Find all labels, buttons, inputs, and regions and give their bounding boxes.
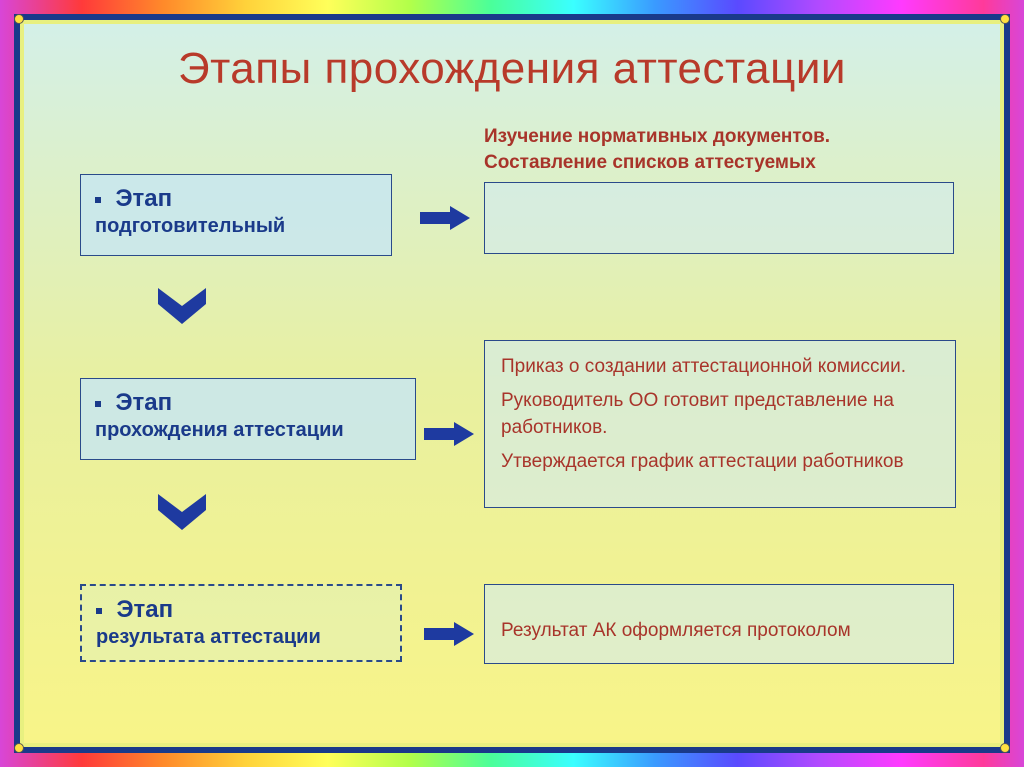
- subtitle: Изучение нормативных документов. Составл…: [484, 124, 914, 175]
- bullet-icon: [95, 401, 101, 407]
- handle-tl: [14, 14, 24, 24]
- detail-line: Утверждается график аттестации работнико…: [501, 448, 939, 476]
- subtitle-line-1: Изучение нормативных документов.: [484, 124, 914, 150]
- arrow-right-icon: [424, 422, 476, 446]
- stage-box-preparatory: Этап подготовительный: [80, 174, 392, 256]
- stage-label-sub: результата аттестации: [96, 626, 386, 649]
- chevron-down-icon: [154, 492, 210, 532]
- stage-label-main: Этап: [115, 389, 172, 416]
- detail-box-3: Результат АК оформляется протоколом: [484, 584, 954, 664]
- handle-br: [1000, 743, 1010, 753]
- bullet-icon: [95, 197, 101, 203]
- stage-box-result: Этап результата аттестации: [80, 584, 402, 662]
- handle-bl: [14, 743, 24, 753]
- inner-border: Этапы прохождения аттестации Изучение но…: [14, 14, 1010, 753]
- arrow-right-icon: [420, 206, 472, 230]
- detail-line: Приказ о создании аттестационной комисси…: [501, 353, 939, 381]
- detail-box-1: [484, 182, 954, 254]
- stage-label-sub: прохождения аттестации: [95, 419, 401, 442]
- bullet-icon: [96, 608, 102, 614]
- slide-title: Этапы прохождения аттестации: [24, 24, 1000, 94]
- handle-tr: [1000, 14, 1010, 24]
- detail-line: Руководитель ОО готовит представление на…: [501, 387, 939, 442]
- stage-label-sub: подготовительный: [95, 215, 377, 238]
- stage-box-passing: Этап прохождения аттестации: [80, 378, 416, 460]
- subtitle-line-2: Составление списков аттестуемых: [484, 150, 914, 176]
- detail-box-2: Приказ о создании аттестационной комисси…: [484, 340, 956, 508]
- stage-label-main: Этап: [115, 185, 172, 212]
- chevron-down-icon: [154, 286, 210, 326]
- arrow-right-icon: [424, 622, 476, 646]
- stage-label-main: Этап: [116, 596, 173, 623]
- slide-canvas: Этапы прохождения аттестации Изучение но…: [24, 24, 1000, 743]
- detail-line: Результат АК оформляется протоколом: [501, 617, 937, 645]
- rainbow-frame: Этапы прохождения аттестации Изучение но…: [0, 0, 1024, 767]
